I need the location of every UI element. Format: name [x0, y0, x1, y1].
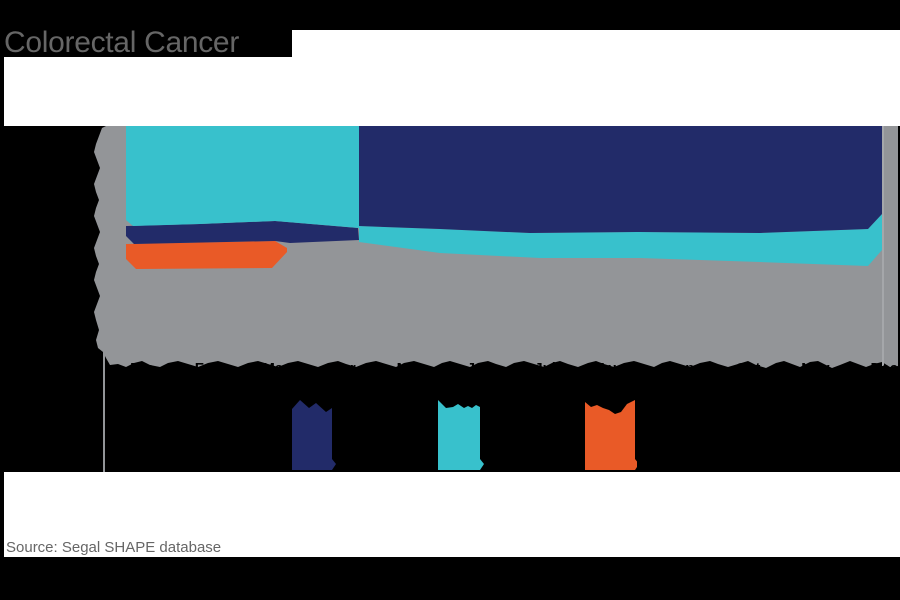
series-teal-area-top: [126, 126, 359, 228]
x-tick-label: Aug: [596, 360, 627, 377]
x-tick-label: Jun: [466, 360, 494, 377]
footer-panel: [4, 472, 900, 557]
x-tick-label: Apr: [329, 360, 356, 377]
series-teal-area-right: [359, 214, 882, 266]
series-navy-area-left: [126, 221, 359, 244]
x-tick-label: Dec: [870, 360, 898, 377]
header-panel: [292, 30, 900, 126]
x-tick-label: Nov: [801, 360, 830, 377]
x-tick-label: Oct: [735, 360, 761, 377]
series-navy-area-right: [359, 126, 882, 233]
x-tick-label: Feb: [194, 360, 222, 377]
legend-swatch-orange: [585, 400, 637, 470]
subtitle-panel: [4, 57, 292, 126]
chart-title: Colorectal Cancer: [4, 26, 240, 59]
plot-edge: [882, 126, 884, 366]
y-axis-line: [103, 340, 105, 472]
legend-swatch-navy: [292, 400, 336, 470]
x-tick-label: Jul: [534, 360, 556, 377]
x-axis-labels: Jan Feb Mar Apr May Jun Jul Aug Sep Oct …: [128, 360, 898, 377]
x-tick-label: May: [396, 360, 426, 377]
series-orange-area: [126, 241, 287, 269]
x-tick-label: Jan: [128, 360, 154, 377]
legend-swatch-teal: [438, 400, 484, 470]
x-tick-label: Mar: [262, 360, 289, 377]
x-tick-label: Sep: [666, 360, 695, 377]
source-note: Source: Segal SHAPE database: [6, 539, 222, 556]
